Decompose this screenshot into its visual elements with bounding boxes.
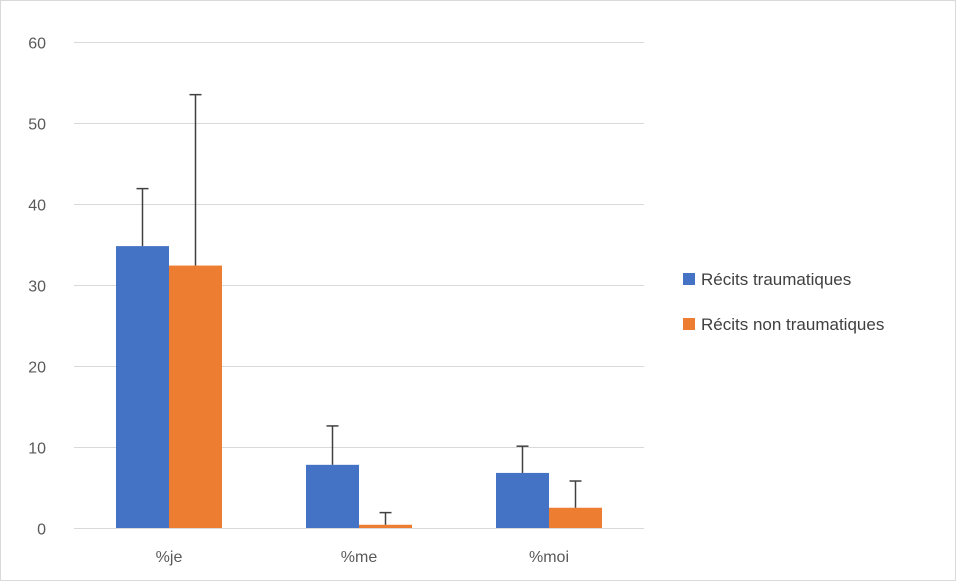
x-axis-tick-labels: %je %me %moi — [156, 549, 569, 566]
bar-non-traumatic-je — [169, 265, 222, 528]
bars — [116, 246, 602, 528]
bar-non-traumatic-me — [359, 524, 412, 528]
legend-item-traumatic: Récits traumatiques — [683, 270, 851, 289]
bar-non-traumatic-moi — [549, 507, 602, 528]
legend: Récits traumatiques Récits non traumatiq… — [683, 270, 884, 334]
y-tick-label: 50 — [28, 117, 46, 134]
x-tick-label: %me — [341, 549, 378, 566]
x-tick-label: %je — [156, 549, 183, 566]
y-tick-label: 0 — [37, 522, 46, 539]
y-axis-tick-labels: 0 10 20 30 40 50 60 — [28, 36, 46, 539]
bar-traumatic-me — [306, 464, 359, 528]
error-bars — [136, 93, 582, 525]
y-tick-label: 40 — [28, 198, 46, 215]
y-tick-label: 60 — [28, 36, 46, 53]
legend-swatch-traumatic — [683, 273, 695, 285]
bar-traumatic-je — [116, 246, 169, 528]
bar-traumatic-moi — [496, 472, 549, 528]
legend-swatch-non-traumatic — [683, 318, 695, 330]
legend-item-non-traumatic: Récits non traumatiques — [683, 315, 884, 334]
y-tick-label: 10 — [28, 441, 46, 458]
y-tick-label: 30 — [28, 279, 46, 296]
x-tick-label: %moi — [529, 549, 569, 566]
y-tick-label: 20 — [28, 360, 46, 377]
legend-label-traumatic: Récits traumatiques — [701, 270, 851, 289]
legend-label-non-traumatic: Récits non traumatiques — [701, 315, 884, 334]
